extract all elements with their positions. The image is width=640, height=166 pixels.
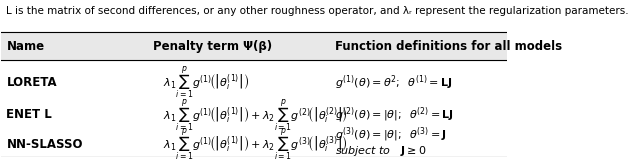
Text: $g^{(2)}(\theta) = |\theta|;\;\; \theta^{(2)} = \mathbf{LJ}$: $g^{(2)}(\theta) = |\theta|;\;\; \theta^… xyxy=(335,106,454,124)
Text: $\lambda_1 \sum_{i=1}^{p} g^{(1)}\!\left(\left|\theta_i^{(1)}\right|\right) + \l: $\lambda_1 \sum_{i=1}^{p} g^{(1)}\!\left… xyxy=(163,97,348,133)
Text: ENET L: ENET L xyxy=(6,108,52,121)
Text: $g^{(1)}(\theta) = \theta^2;\;\; \theta^{(1)} = \mathbf{LJ}$: $g^{(1)}(\theta) = \theta^2;\;\; \theta^… xyxy=(335,73,452,91)
Bar xyxy=(1,33,507,60)
Text: L is the matrix of second differences, or any other roughness operator, and λᵣ r: L is the matrix of second differences, o… xyxy=(6,6,629,16)
Text: Name: Name xyxy=(6,40,45,53)
Text: NN-SLASSO: NN-SLASSO xyxy=(6,138,83,151)
Text: $\lambda_1 \sum_{i=1}^{p} g^{(1)}\!\left(\left|\theta_i^{(1)}\right|\right) + \l: $\lambda_1 \sum_{i=1}^{p} g^{(1)}\!\left… xyxy=(163,126,348,162)
Text: $g^{(3)}(\theta) = |\theta|;\;\; \theta^{(3)} = \mathbf{J}$: $g^{(3)}(\theta) = |\theta|;\;\; \theta^… xyxy=(335,126,447,144)
Text: Function definitions for all models: Function definitions for all models xyxy=(335,40,562,53)
Text: LORETA: LORETA xyxy=(6,76,57,89)
Text: Penalty term Ψ(β): Penalty term Ψ(β) xyxy=(153,40,272,53)
Text: $\mathit{subject\;to}\quad \mathbf{J} \geq 0$: $\mathit{subject\;to}\quad \mathbf{J} \g… xyxy=(335,144,426,158)
Text: $\lambda_1 \sum_{i=1}^{p} g^{(1)}\!\left(\left|\theta_i^{(1)}\right|\right)$: $\lambda_1 \sum_{i=1}^{p} g^{(1)}\!\left… xyxy=(163,64,249,100)
